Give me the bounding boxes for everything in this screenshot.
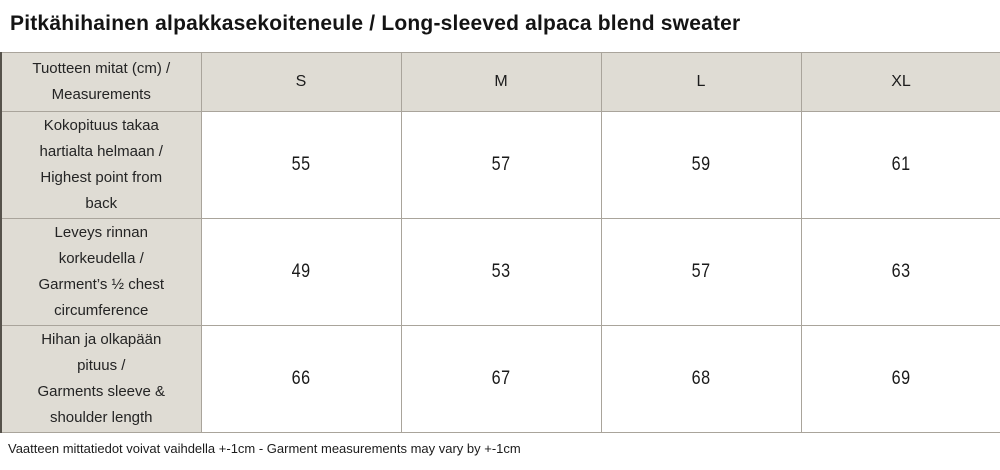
measurement-value: 63 xyxy=(891,261,911,282)
value-cell-m: 53 xyxy=(400,218,602,326)
measurement-value: 66 xyxy=(291,368,311,389)
header-label-fi: Tuotteen mitat (cm) / xyxy=(32,60,171,77)
value-cell-l: 57 xyxy=(600,218,802,326)
measurement-value: 57 xyxy=(691,261,711,282)
row-label: Kokopituus takaa hartialta helmaan / Hig… xyxy=(25,113,177,217)
value-cell-l: 68 xyxy=(600,325,802,433)
value-cell-s: 66 xyxy=(200,325,402,433)
table-row-back-length: Kokopituus takaa hartialta helmaan / Hig… xyxy=(0,111,1000,219)
value-cell-xl: 69 xyxy=(800,325,1000,433)
measurement-value: 69 xyxy=(891,368,911,389)
measurement-value: 49 xyxy=(291,261,311,282)
table-row-chest-width: Leveys rinnan korkeudella / Garment’s ½ … xyxy=(0,218,1000,326)
measurement-value: 55 xyxy=(291,154,311,175)
row-label-fi: Leveys rinnan korkeudella / xyxy=(54,224,148,267)
header-size-s: S xyxy=(200,52,402,112)
value-cell-m: 67 xyxy=(400,325,602,433)
value-cell-s: 49 xyxy=(200,218,402,326)
row-label-en: Garments sleeve & shoulder length xyxy=(37,383,166,426)
header-size-m: M xyxy=(400,52,602,112)
header-size-l: L xyxy=(600,52,802,112)
measurement-value: 57 xyxy=(491,154,511,175)
value-cell-xl: 63 xyxy=(800,218,1000,326)
measurement-value: 61 xyxy=(891,154,911,175)
row-label-cell: Hihan ja olkapään pituus / Garments slee… xyxy=(0,325,202,433)
value-cell-xl: 61 xyxy=(800,111,1000,219)
measurement-value: 53 xyxy=(491,261,511,282)
row-label-cell: Kokopituus takaa hartialta helmaan / Hig… xyxy=(0,111,202,219)
value-cell-s: 55 xyxy=(200,111,402,219)
table-row-sleeve-length: Hihan ja olkapään pituus / Garments slee… xyxy=(0,325,1000,433)
row-label-fi: Kokopituus takaa hartialta helmaan / xyxy=(39,117,163,160)
row-label: Leveys rinnan korkeudella / Garment’s ½ … xyxy=(25,220,177,324)
measurement-value: 59 xyxy=(691,154,711,175)
header-measurements-label: Tuotteen mitat (cm) / Measurements xyxy=(25,56,177,108)
table-header-row: Tuotteen mitat (cm) / Measurements S M L… xyxy=(0,52,1000,112)
row-label-fi: Hihan ja olkapään pituus / xyxy=(41,331,162,374)
size-chart-table: Tuotteen mitat (cm) / Measurements S M L… xyxy=(0,52,1000,433)
row-label-en: Garment’s ½ chest circumference xyxy=(38,276,165,319)
measurement-value: 67 xyxy=(491,368,511,389)
row-label: Hihan ja olkapään pituus / Garments slee… xyxy=(25,327,177,431)
measurement-value: 68 xyxy=(691,368,711,389)
row-label-cell: Leveys rinnan korkeudella / Garment’s ½ … xyxy=(0,218,202,326)
page-title: Pitkähihainen alpakkasekoiteneule / Long… xyxy=(10,12,741,35)
measurement-disclaimer: Vaatteen mittatiedot voivat vaihdella +-… xyxy=(8,441,521,456)
value-cell-l: 59 xyxy=(600,111,802,219)
header-measurements-cell: Tuotteen mitat (cm) / Measurements xyxy=(0,52,202,112)
header-label-en: Measurements xyxy=(51,86,151,103)
value-cell-m: 57 xyxy=(400,111,602,219)
header-size-xl: XL xyxy=(800,52,1000,112)
row-label-en: Highest point from back xyxy=(40,169,163,212)
